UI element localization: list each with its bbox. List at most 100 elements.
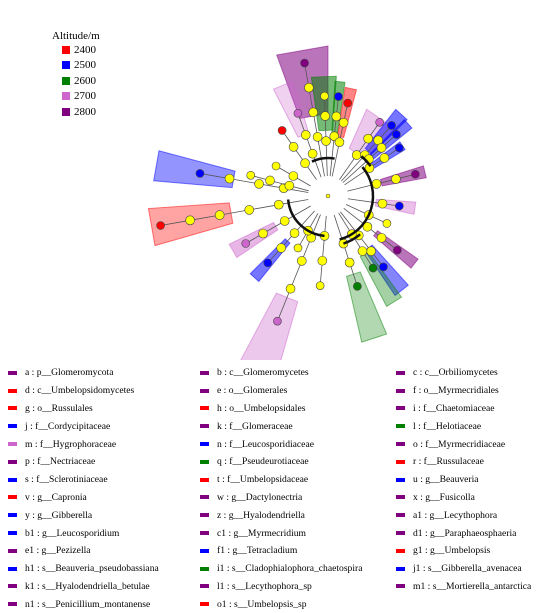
clade-node [185,215,195,226]
taxon-legend-item: h : o__Umbelopsidales [200,400,362,418]
taxon-swatch [200,548,209,553]
clade-node [376,143,387,153]
clade-node [351,150,362,160]
taxa-legend: a : p__Glomeromycota d : c__Umbelopsidomy… [0,364,550,610]
taxon-label: b1 : g__Leucosporidium [25,527,120,539]
clade-node [289,228,300,238]
taxon-legend-item: r : f__Russulaceae [396,453,531,471]
taxon-swatch [396,495,405,500]
taxon-legend-item: t : f__Umbelopsidaceae [200,471,362,489]
clade-node [320,91,329,101]
taxon-swatch [396,531,405,536]
altitude-swatch [62,76,70,85]
taxon-legend-item: l1 : s__Lecythophora_sp [200,578,362,596]
clade-node [391,174,401,184]
taxon-swatch [8,477,17,482]
clade-node [276,243,286,253]
altitude-swatch [62,107,70,116]
clade-node [393,245,402,255]
clade-node [317,255,328,266]
taxon-legend-item: z : g__Hyalodendriella [200,506,362,524]
clade-node [271,161,281,171]
clade-node [296,256,307,266]
taxon-label: e : o__Glomerales [217,385,288,397]
taxon-swatch [8,370,17,375]
taxon-swatch [396,388,405,393]
root-node [325,193,331,199]
altitude-label: 2400 [74,43,96,56]
clade-node [331,111,342,122]
clade-arc [360,155,372,167]
clade-node [293,109,303,118]
taxon-legend-item: a1 : g__Lecythophora [396,506,531,524]
clade-node [273,199,284,210]
taxon-label: x : g__Fusicolla [413,491,475,503]
taxon-label: c1 : g__Myrmecridium [217,527,306,539]
clade-node [379,262,388,272]
taxon-swatch [200,566,209,571]
clade-node [156,221,165,230]
clade-node [320,111,331,121]
taxon-legend-item: e1 : g__Pezizella [8,542,159,560]
clade-node [293,243,303,253]
clade-node [258,228,268,239]
clade-node [411,169,420,179]
clade-node [392,130,401,139]
clade-node [263,258,273,268]
clade-branch [317,136,325,177]
clade-node [338,117,349,128]
taxon-legend-item: n : f__Leucosporidiaceae [200,435,362,453]
clade-branch [290,260,303,289]
altitude-legend: 2400 2500 2600 2700 2800 [62,42,96,120]
taxon-label: k1 : s__Hyalodendriella_betulae [25,580,150,592]
taxon-swatch [8,424,17,429]
taxon-swatch [8,442,17,447]
taxon-legend-item: b : c__Glomeromycetes [200,364,362,382]
taxon-legend-item: g : o__Russulales [8,400,159,418]
taxon-label: c : c__Orbiliomycetes [413,367,498,379]
clade-node [382,219,392,228]
taxon-swatch [8,459,17,464]
clade-branch [341,154,366,182]
altitude-label: 2600 [74,74,96,87]
taxon-swatch [8,388,17,393]
taxon-legend-item: c1 : g__Myrmecridium [200,524,362,542]
taxon-legend-item: m1 : s__Mortierella_antarctica [396,578,531,596]
taxon-legend-item: o : f__Myrmecridiaceae [396,435,531,453]
clade-node [288,142,299,152]
clade-branch [347,198,383,205]
taxon-label: d : c__Umbelopsidomycetes [25,385,135,397]
clade-node [377,198,388,209]
taxon-legend-item: x : g__Fusicolla [396,489,531,507]
clade-node [334,92,343,101]
altitude-legend-item: 2500 [62,58,96,74]
taxon-label: s : f__Sclerotiniaceae [25,474,108,486]
clade-node [273,316,282,326]
clade-node [376,233,387,243]
taxon-swatch [396,548,405,553]
taxon-swatch [8,495,17,500]
taxon-legend-item: f1 : g__Tetracladium [200,542,362,560]
altitude-label: 2500 [74,59,96,72]
clade-node [279,216,290,226]
taxon-legend-item: m : f__Hygrophoraceae [8,435,159,453]
taxon-label: j : f__Cordycipitaceae [25,420,111,432]
clade-node [394,143,404,153]
clade-node [307,148,318,159]
taxon-swatch [396,459,405,464]
taxon-legend-item: j : f__Cordycipitaceae [8,417,159,435]
clade-branch [278,199,309,206]
altitude-legend-item: 2800 [62,104,96,120]
clade-branch [249,204,279,211]
taxon-swatch [8,602,17,607]
altitude-legend-item: 2400 [62,42,96,58]
clade-arc [286,199,325,238]
clade-node [241,239,251,248]
clade-node [315,281,325,290]
taxon-legend-item: s : f__Sclerotiniaceae [8,471,159,489]
taxon-legend-item: g1 : g__Umbelopsis [396,542,531,560]
clade-branch [160,219,191,226]
taxon-swatch [200,424,209,429]
clade-node [246,170,256,180]
clade-bar [228,221,279,259]
